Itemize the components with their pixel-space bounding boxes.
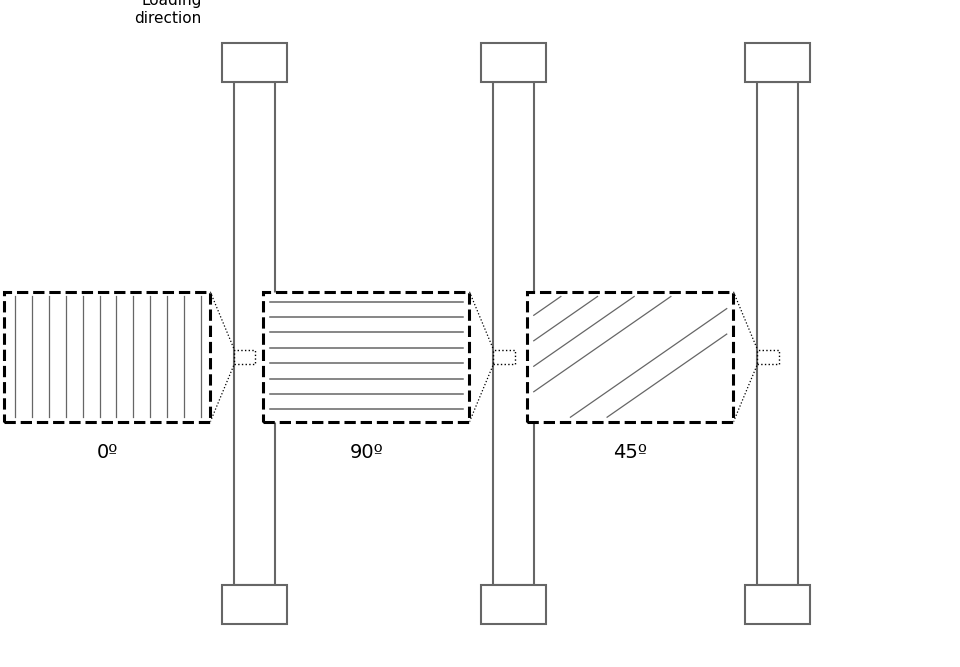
- Bar: [745, 585, 810, 624]
- Bar: [481, 43, 546, 82]
- Bar: [222, 43, 287, 82]
- Bar: [745, 43, 810, 82]
- Bar: [757, 82, 798, 585]
- Text: Loading
direction: Loading direction: [134, 0, 202, 26]
- Bar: [234, 82, 275, 585]
- Bar: [222, 585, 287, 624]
- Bar: [263, 292, 469, 422]
- Text: 90º: 90º: [349, 443, 383, 462]
- Bar: [493, 350, 515, 364]
- Bar: [4, 292, 210, 422]
- Bar: [481, 585, 546, 624]
- Bar: [234, 350, 255, 364]
- Text: 45º: 45º: [613, 443, 647, 462]
- Bar: [757, 350, 779, 364]
- Bar: [527, 292, 733, 422]
- Bar: [493, 82, 534, 585]
- Text: 0º: 0º: [96, 443, 118, 462]
